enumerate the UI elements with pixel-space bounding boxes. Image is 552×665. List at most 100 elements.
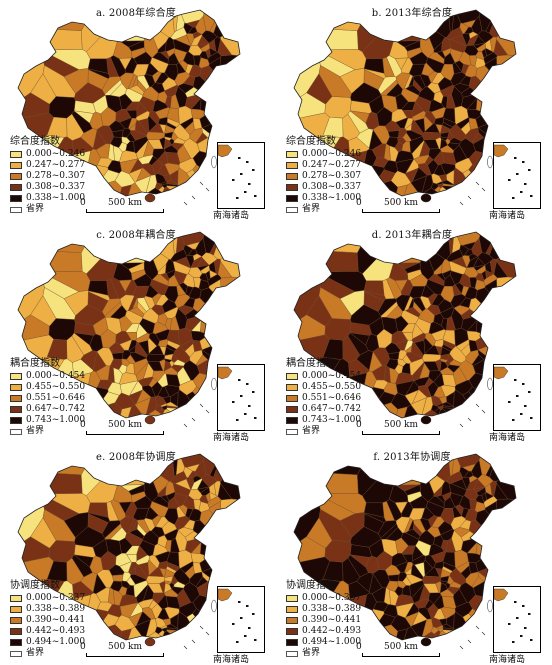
- county-region: [170, 391, 179, 407]
- legend-swatch: [286, 384, 298, 391]
- inset-map: [217, 366, 257, 421]
- county-region: [119, 117, 133, 129]
- legend-swatch: [10, 173, 22, 180]
- county-region: [183, 51, 195, 66]
- county-region: [161, 405, 168, 411]
- county-region: [476, 535, 516, 557]
- map-title: d. 2013年耦合度: [371, 230, 453, 241]
- maritime-boundary-mark: [475, 625, 480, 630]
- inset-island: [236, 419, 239, 421]
- legend-swatch: [286, 184, 298, 191]
- county-region: [179, 339, 194, 352]
- legend-swatch: [286, 606, 298, 613]
- county-region: [450, 293, 467, 309]
- map-title: b. 2013年综合度: [371, 8, 453, 19]
- inset-coast: [217, 366, 233, 380]
- legend-swatch: [10, 639, 22, 646]
- inset-island: [508, 179, 511, 181]
- county-region: [199, 495, 209, 504]
- county-region: [477, 546, 516, 586]
- county-region: [431, 107, 446, 119]
- county-region: [220, 54, 240, 118]
- legend: 协调度指数 0.000~0.337 0.338~0.389 0.390~0.441 0…: [10, 580, 85, 659]
- inset-label: 南海诸岛: [489, 655, 526, 665]
- inset-island: [528, 391, 531, 393]
- inset-island: [252, 169, 255, 171]
- legend-swatch: [286, 628, 298, 635]
- county-region: [200, 535, 240, 557]
- county-region: [186, 241, 200, 250]
- legend: 协调度指数 0.000~0.337 0.338~0.389 0.390~0.441 0…: [286, 580, 361, 659]
- county-region: [199, 273, 209, 282]
- inset-island: [528, 613, 531, 615]
- county-region: [405, 307, 421, 318]
- legend-label: 0.338~0.389: [302, 604, 362, 614]
- county-region: [339, 290, 365, 316]
- county-region: [165, 596, 181, 609]
- county-region: [155, 551, 170, 563]
- county-region: [160, 495, 170, 504]
- county-region: [437, 405, 444, 411]
- legend-row: 0.000~0.246: [286, 149, 361, 160]
- inset-island: [516, 173, 519, 175]
- scale-distance-label: 500 km: [384, 198, 419, 208]
- county-region: [199, 287, 230, 316]
- legend-row: 0.338~0.389: [10, 604, 85, 615]
- legend-swatch: [286, 373, 298, 380]
- legend-swatch-boundary: [10, 650, 22, 657]
- scale-zero-label: 0: [356, 642, 362, 652]
- scale-bar-line: [86, 209, 164, 213]
- county-region: [200, 91, 240, 113]
- inset-island: [236, 641, 239, 643]
- south-china-sea-inset: [217, 364, 265, 431]
- legend: 耦合度指数 0.000~0.454 0.455~0.550 0.551~0.646 0…: [10, 358, 85, 437]
- legend-row: 0.000~0.246: [10, 149, 85, 160]
- county-region: [150, 279, 169, 295]
- legend: 耦合度指数 0.000~0.454 0.455~0.550 0.551~0.646 0…: [286, 358, 361, 437]
- inset-coast: [217, 144, 233, 158]
- county-region: [349, 110, 370, 124]
- county-region: [161, 521, 178, 535]
- legend-label: 0.278~0.307: [302, 171, 362, 181]
- legend-swatch: [10, 162, 22, 169]
- inset-map: [493, 144, 533, 199]
- hainan-island: [144, 193, 156, 203]
- inset-island: [520, 413, 523, 415]
- legend-title: 综合度指数: [10, 136, 60, 147]
- maritime-boundary-mark: [459, 201, 464, 206]
- county-region: [439, 360, 448, 372]
- county-region: [111, 130, 124, 138]
- legend: 综合度指数 0.000~0.246 0.247~0.277 0.278~0.307 0…: [10, 136, 85, 215]
- county-region: [404, 167, 419, 183]
- legend-label-boundary: 省界: [26, 204, 45, 214]
- county-region: [455, 339, 470, 352]
- county-region: [199, 65, 230, 94]
- county-region: [128, 611, 143, 627]
- county-region: [377, 76, 397, 95]
- county-region: [73, 110, 94, 124]
- county-region: [377, 520, 397, 539]
- inset-island: [238, 379, 241, 381]
- county-region: [453, 611, 491, 640]
- inset-island: [514, 157, 517, 159]
- inset-coast: [217, 588, 233, 602]
- legend-row: 0.278~0.307: [286, 171, 361, 182]
- legend-swatch: [286, 395, 298, 402]
- scale-bar-line: [362, 653, 440, 657]
- scale-bar-line: [86, 653, 164, 657]
- scale-zero-label: 0: [356, 420, 362, 430]
- legend-row: 0.551~0.646: [286, 393, 361, 404]
- map-title: f. 2013年协调度: [373, 452, 451, 463]
- county-region: [220, 498, 240, 562]
- county-region: [105, 539, 122, 557]
- county-region: [453, 167, 491, 196]
- county-region: [89, 555, 104, 574]
- county-region: [177, 389, 215, 418]
- county-region: [155, 329, 170, 341]
- county-region: [421, 62, 435, 76]
- inset-island: [248, 405, 251, 407]
- scale-bar: 0 500 km: [80, 420, 170, 436]
- inset-map: [217, 144, 257, 199]
- county-region: [450, 71, 467, 87]
- legend-swatch: [286, 151, 298, 158]
